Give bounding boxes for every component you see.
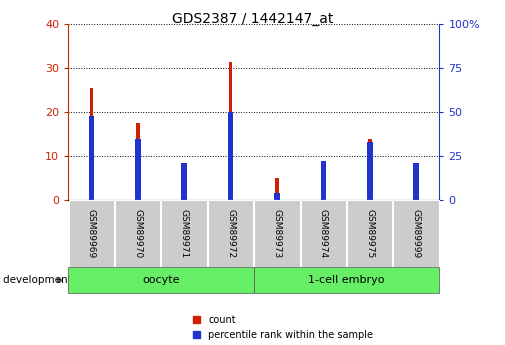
Text: GSM89975: GSM89975 <box>365 209 374 258</box>
Bar <box>414 163 419 200</box>
Bar <box>182 171 186 200</box>
Bar <box>135 139 140 200</box>
Bar <box>322 169 325 200</box>
Bar <box>368 139 372 200</box>
Text: GSM89999: GSM89999 <box>412 209 421 258</box>
Bar <box>414 169 418 200</box>
Text: GSM89971: GSM89971 <box>180 209 189 258</box>
Text: oocyte: oocyte <box>142 275 180 285</box>
Text: GSM89969: GSM89969 <box>87 209 96 258</box>
Bar <box>181 163 187 200</box>
Text: GSM89970: GSM89970 <box>133 209 142 258</box>
Bar <box>274 193 280 200</box>
Bar <box>89 88 93 200</box>
Bar <box>229 61 232 200</box>
Text: GSM89973: GSM89973 <box>273 209 281 258</box>
Text: 1-cell embryo: 1-cell embryo <box>309 275 385 285</box>
Text: development stage: development stage <box>3 275 104 285</box>
Bar <box>88 116 94 200</box>
Bar <box>367 142 373 200</box>
Bar <box>136 123 139 200</box>
Legend: count, percentile rank within the sample: count, percentile rank within the sample <box>192 315 373 340</box>
Text: GSM89972: GSM89972 <box>226 209 235 258</box>
Bar <box>321 161 326 200</box>
Text: GDS2387 / 1442147_at: GDS2387 / 1442147_at <box>172 12 333 26</box>
Bar <box>228 112 233 200</box>
Bar <box>275 178 279 200</box>
Text: GSM89974: GSM89974 <box>319 209 328 258</box>
